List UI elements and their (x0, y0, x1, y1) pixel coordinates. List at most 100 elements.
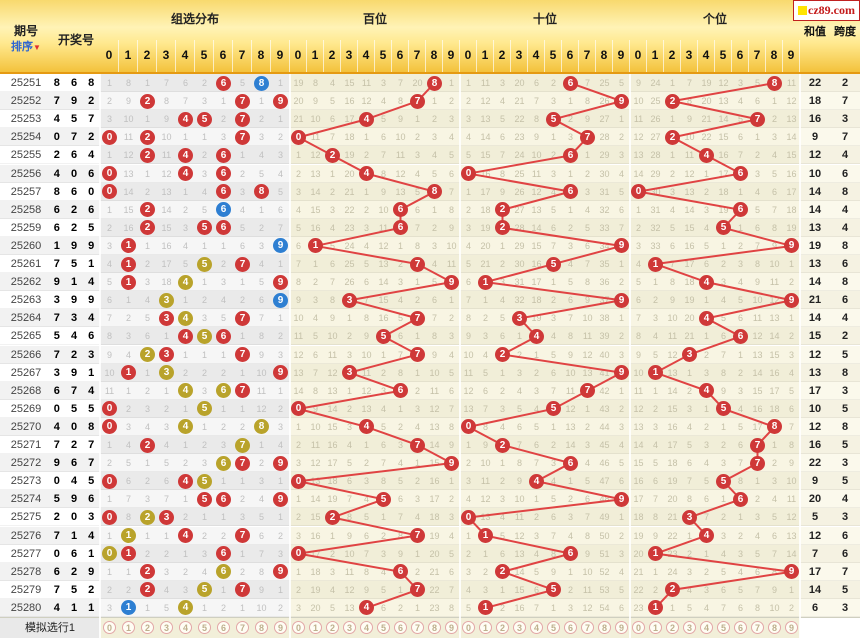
miss-count: 10 (310, 421, 321, 432)
miss-count: 19 (633, 530, 644, 541)
miss-count: 9 (635, 78, 641, 88)
miss-count: 1 (201, 602, 207, 613)
simulate-digit-tens-1[interactable]: 1 (479, 621, 492, 634)
simulate-digit-hundreds-5[interactable]: 5 (377, 621, 390, 634)
simulate-digit-units-0[interactable]: 0 (632, 621, 645, 634)
simulate-digit-hundreds-2[interactable]: 2 (326, 621, 339, 634)
simulate-digit-group-2[interactable]: 2 (141, 621, 154, 634)
sum-value: 22 (808, 457, 822, 470)
miss-count: 9 (448, 440, 454, 450)
simulate-digit-group-7[interactable]: 7 (236, 621, 249, 634)
table-row: 25262 9 1 4 14 8 5 3 18 1 3 1 5 8 2 7 26 6 14 3 1 5 6 3 31 17 1 5… (0, 273, 860, 292)
simulate-digit-tens-8[interactable]: 8 (598, 621, 611, 634)
simulate-digit-group-5[interactable]: 5 (198, 621, 211, 634)
sort-button[interactable]: 排序▼ (11, 41, 41, 53)
miss-count: 6 (499, 132, 505, 143)
draw-number: 6 2 9 (53, 565, 99, 578)
simulate-digit-hundreds-4[interactable]: 4 (360, 621, 373, 634)
miss-count: 1 (397, 240, 403, 251)
table-row: 25278 6 2 9 17 7 1 1 3 2 4 2 8 1 18 3 11 8 4 2 21 6 3 2 14 5 9 1 1… (0, 562, 860, 581)
miss-count: 4 (754, 186, 760, 197)
simulate-label[interactable]: 模拟选行1 (0, 618, 100, 638)
simulate-digit-group-1[interactable]: 1 (122, 621, 135, 634)
miss-count: 11 (344, 566, 355, 577)
miss-count: 1 (239, 150, 245, 161)
span-value: 4 (841, 203, 849, 216)
simulate-digit-tens-2[interactable]: 2 (496, 621, 509, 634)
miss-count: 4 (584, 458, 590, 469)
miss-count: 2 (465, 458, 471, 469)
miss-count: 14 (310, 186, 321, 197)
simulate-digit-units-7[interactable]: 7 (751, 621, 764, 634)
miss-count: 5 (465, 602, 471, 613)
simulate-digit-tens-6[interactable]: 6 (564, 621, 577, 634)
miss-count: 32 (599, 204, 610, 215)
miss-count: 14 (633, 168, 644, 179)
simulate-digit-units-9[interactable]: 9 (785, 621, 798, 634)
miss-count: 3 (550, 96, 556, 107)
miss-count: 2 (635, 222, 641, 233)
miss-count: 3 (312, 295, 318, 306)
simulate-digit-group-8[interactable]: 8 (255, 621, 268, 634)
simulate-digit-group-4[interactable]: 4 (179, 621, 192, 634)
miss-count: 3 (652, 313, 658, 324)
simulate-digit-hundreds-3[interactable]: 3 (343, 621, 356, 634)
simulate-digit-tens-9[interactable]: 9 (615, 621, 628, 634)
miss-count: 1 (618, 512, 624, 523)
simulate-digit-hundreds-1[interactable]: 1 (309, 621, 322, 634)
simulate-digit-group-6[interactable]: 6 (217, 621, 230, 634)
simulate-digit-hundreds-6[interactable]: 6 (394, 621, 407, 634)
simulate-digit-tens-5[interactable]: 5 (547, 621, 560, 634)
simulate-digit-tens-4[interactable]: 4 (530, 621, 543, 634)
miss-count: 11 (310, 440, 321, 450)
simulate-digit-hundreds-9[interactable]: 9 (445, 621, 458, 634)
simulate-digit-units-6[interactable]: 6 (734, 621, 747, 634)
miss-count: 7 (720, 602, 726, 613)
miss-count: 10 (684, 132, 695, 143)
simulate-digit-units-5[interactable]: 5 (717, 621, 730, 634)
miss-count: 3 (482, 584, 488, 595)
miss-count: 1 (277, 385, 283, 396)
miss-count: 2 (703, 421, 709, 432)
simulate-digit-hundreds-0[interactable]: 0 (292, 621, 305, 634)
miss-count: 4 (414, 421, 420, 432)
miss-count: 2 (277, 602, 283, 613)
miss-count: 1 (703, 168, 709, 179)
simulate-digit-tens-0[interactable]: 0 (462, 621, 475, 634)
simulate-digit-tens-7[interactable]: 7 (581, 621, 594, 634)
simulate-digit-group-9[interactable]: 9 (274, 621, 287, 634)
miss-count: 2 (106, 222, 112, 233)
simulate-digit-units-3[interactable]: 3 (683, 621, 696, 634)
miss-count: 2 (277, 331, 283, 342)
miss-count: 10 (327, 331, 338, 342)
simulate-digit-units-8[interactable]: 8 (768, 621, 781, 634)
miss-count: 6 (754, 566, 760, 577)
simulate-digit-units-2[interactable]: 2 (666, 621, 679, 634)
simulate-digit-group-0[interactable]: 0 (103, 621, 116, 634)
miss-count: 3 (277, 349, 283, 360)
simulate-digit-tens-3[interactable]: 3 (513, 621, 526, 634)
miss-count: 14 (769, 331, 780, 342)
miss-count: 3 (499, 277, 505, 288)
span-value: 4 (841, 149, 849, 162)
simulate-digit-group-3[interactable]: 3 (160, 621, 173, 634)
simulate-digit-units-1[interactable]: 1 (649, 621, 662, 634)
miss-count: 3 (329, 204, 335, 215)
miss-count: 13 (582, 367, 593, 378)
simulate-digit-units-4[interactable]: 4 (700, 621, 713, 634)
miss-count: 8 (414, 240, 420, 251)
miss-count: 4 (703, 458, 709, 469)
miss-count: 16 (633, 476, 644, 487)
site-logo[interactable]: cz89.com (793, 0, 860, 21)
digit-header-units-8: 8 (766, 40, 783, 72)
miss-count: 1 (277, 259, 283, 269)
miss-count: 3 (431, 132, 437, 143)
digit-header-units-3: 3 (681, 40, 698, 72)
miss-count: 40 (599, 349, 610, 360)
miss-count: 2 (220, 530, 226, 541)
simulate-digit-hundreds-8[interactable]: 8 (428, 621, 441, 634)
miss-count: 10 (633, 367, 644, 378)
miss-count: 6 (550, 367, 556, 378)
simulate-digit-hundreds-7[interactable]: 7 (411, 621, 424, 634)
miss-count: 3 (125, 331, 131, 342)
